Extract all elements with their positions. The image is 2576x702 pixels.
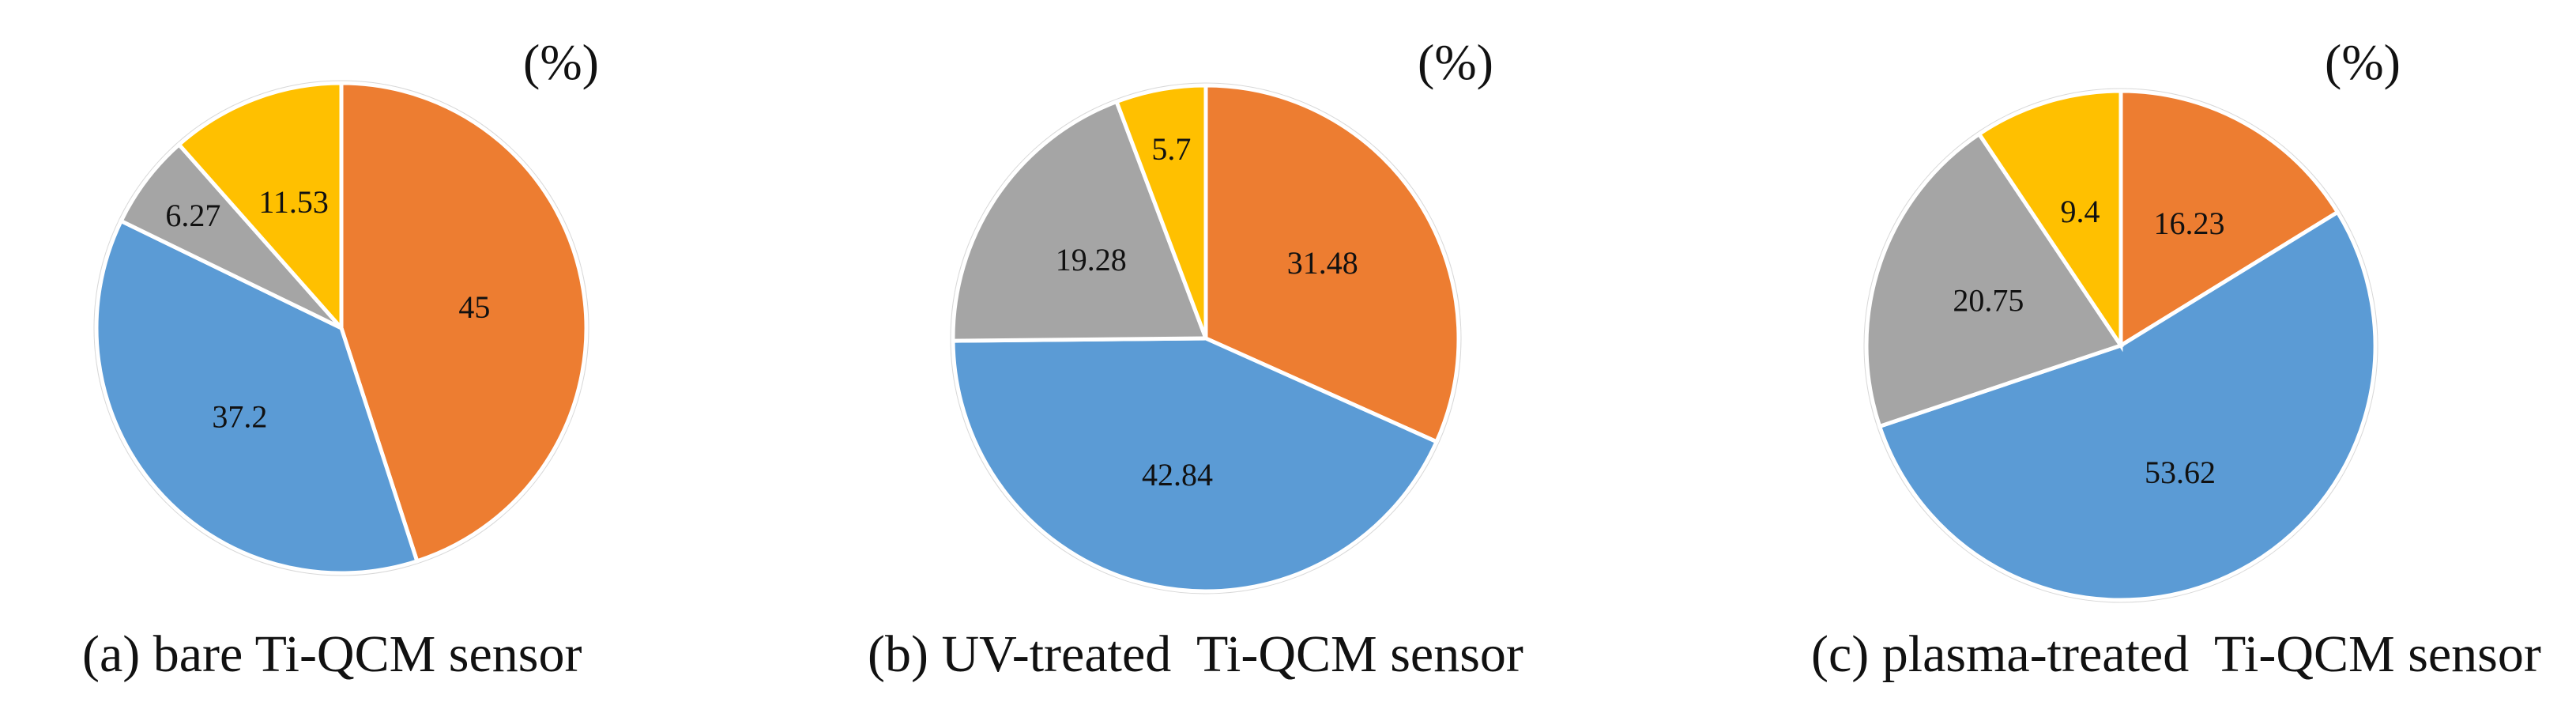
pie-chart-b: 31.48 42.84 19.28 5.7 bbox=[950, 82, 1462, 594]
pie-slice-c-orange bbox=[2118, 89, 2341, 349]
pie-chart-c: 16.23 53.62 20.75 9.4 bbox=[1863, 88, 2378, 603]
data-label-a-orange: 45 bbox=[458, 289, 490, 325]
unit-label-b: (%) bbox=[1418, 34, 1493, 90]
pie-panel-c: 16.23 53.62 20.75 9.4 (%) (c) plasma-treate… bbox=[1716, 0, 2574, 702]
data-label-a-yellow: 11.53 bbox=[258, 184, 329, 220]
data-label-b-gray: 19.28 bbox=[1056, 242, 1127, 277]
pie-slice-a-orange bbox=[339, 81, 589, 564]
pie-slice-b-gray bbox=[951, 99, 1209, 343]
pie-slice-b-yellow bbox=[1113, 83, 1208, 339]
pie-chart-a: 45 37.2 6.27 11.53 bbox=[93, 80, 589, 576]
pie-panel-b: 31.48 42.84 19.28 5.7 (%) (b) UV-treated Ti… bbox=[858, 0, 1716, 702]
pie-slice-a-yellow bbox=[176, 81, 344, 334]
data-label-c-blue: 53.62 bbox=[2145, 455, 2216, 490]
pie-slice-b-blue bbox=[951, 336, 1440, 594]
pie-slice-c-yellow bbox=[1976, 89, 2123, 353]
pie-slice-b-orange bbox=[1203, 83, 1461, 445]
caption-c: (c) plasma-treated Ti-QCM sensor bbox=[1811, 625, 2541, 683]
data-label-a-gray: 6.27 bbox=[165, 198, 220, 233]
caption-b: (b) UV-treated Ti-QCM sensor bbox=[868, 625, 1523, 683]
data-label-a-blue: 37.2 bbox=[212, 398, 267, 434]
caption-a: (a) bare Ti-QCM sensor bbox=[82, 625, 582, 683]
data-label-c-orange: 16.23 bbox=[2153, 206, 2224, 241]
data-label-c-gray: 20.75 bbox=[1953, 282, 2024, 318]
pie-slice-c-gray bbox=[1864, 131, 2124, 429]
unit-label-c: (%) bbox=[2325, 34, 2401, 90]
data-label-b-orange: 31.48 bbox=[1287, 245, 1358, 281]
data-label-c-yellow: 9.4 bbox=[2060, 194, 2100, 229]
data-label-b-yellow: 5.7 bbox=[1151, 131, 1191, 167]
pie-slice-c-blue bbox=[1877, 209, 2378, 602]
data-label-b-blue: 42.84 bbox=[1142, 457, 1213, 493]
pie-slice-a-blue bbox=[94, 218, 420, 576]
unit-label-a: (%) bbox=[523, 34, 599, 90]
pie-panel-a: 45 37.2 6.27 11.53 (%) (a) bare Ti-QCM sens… bbox=[0, 0, 858, 702]
